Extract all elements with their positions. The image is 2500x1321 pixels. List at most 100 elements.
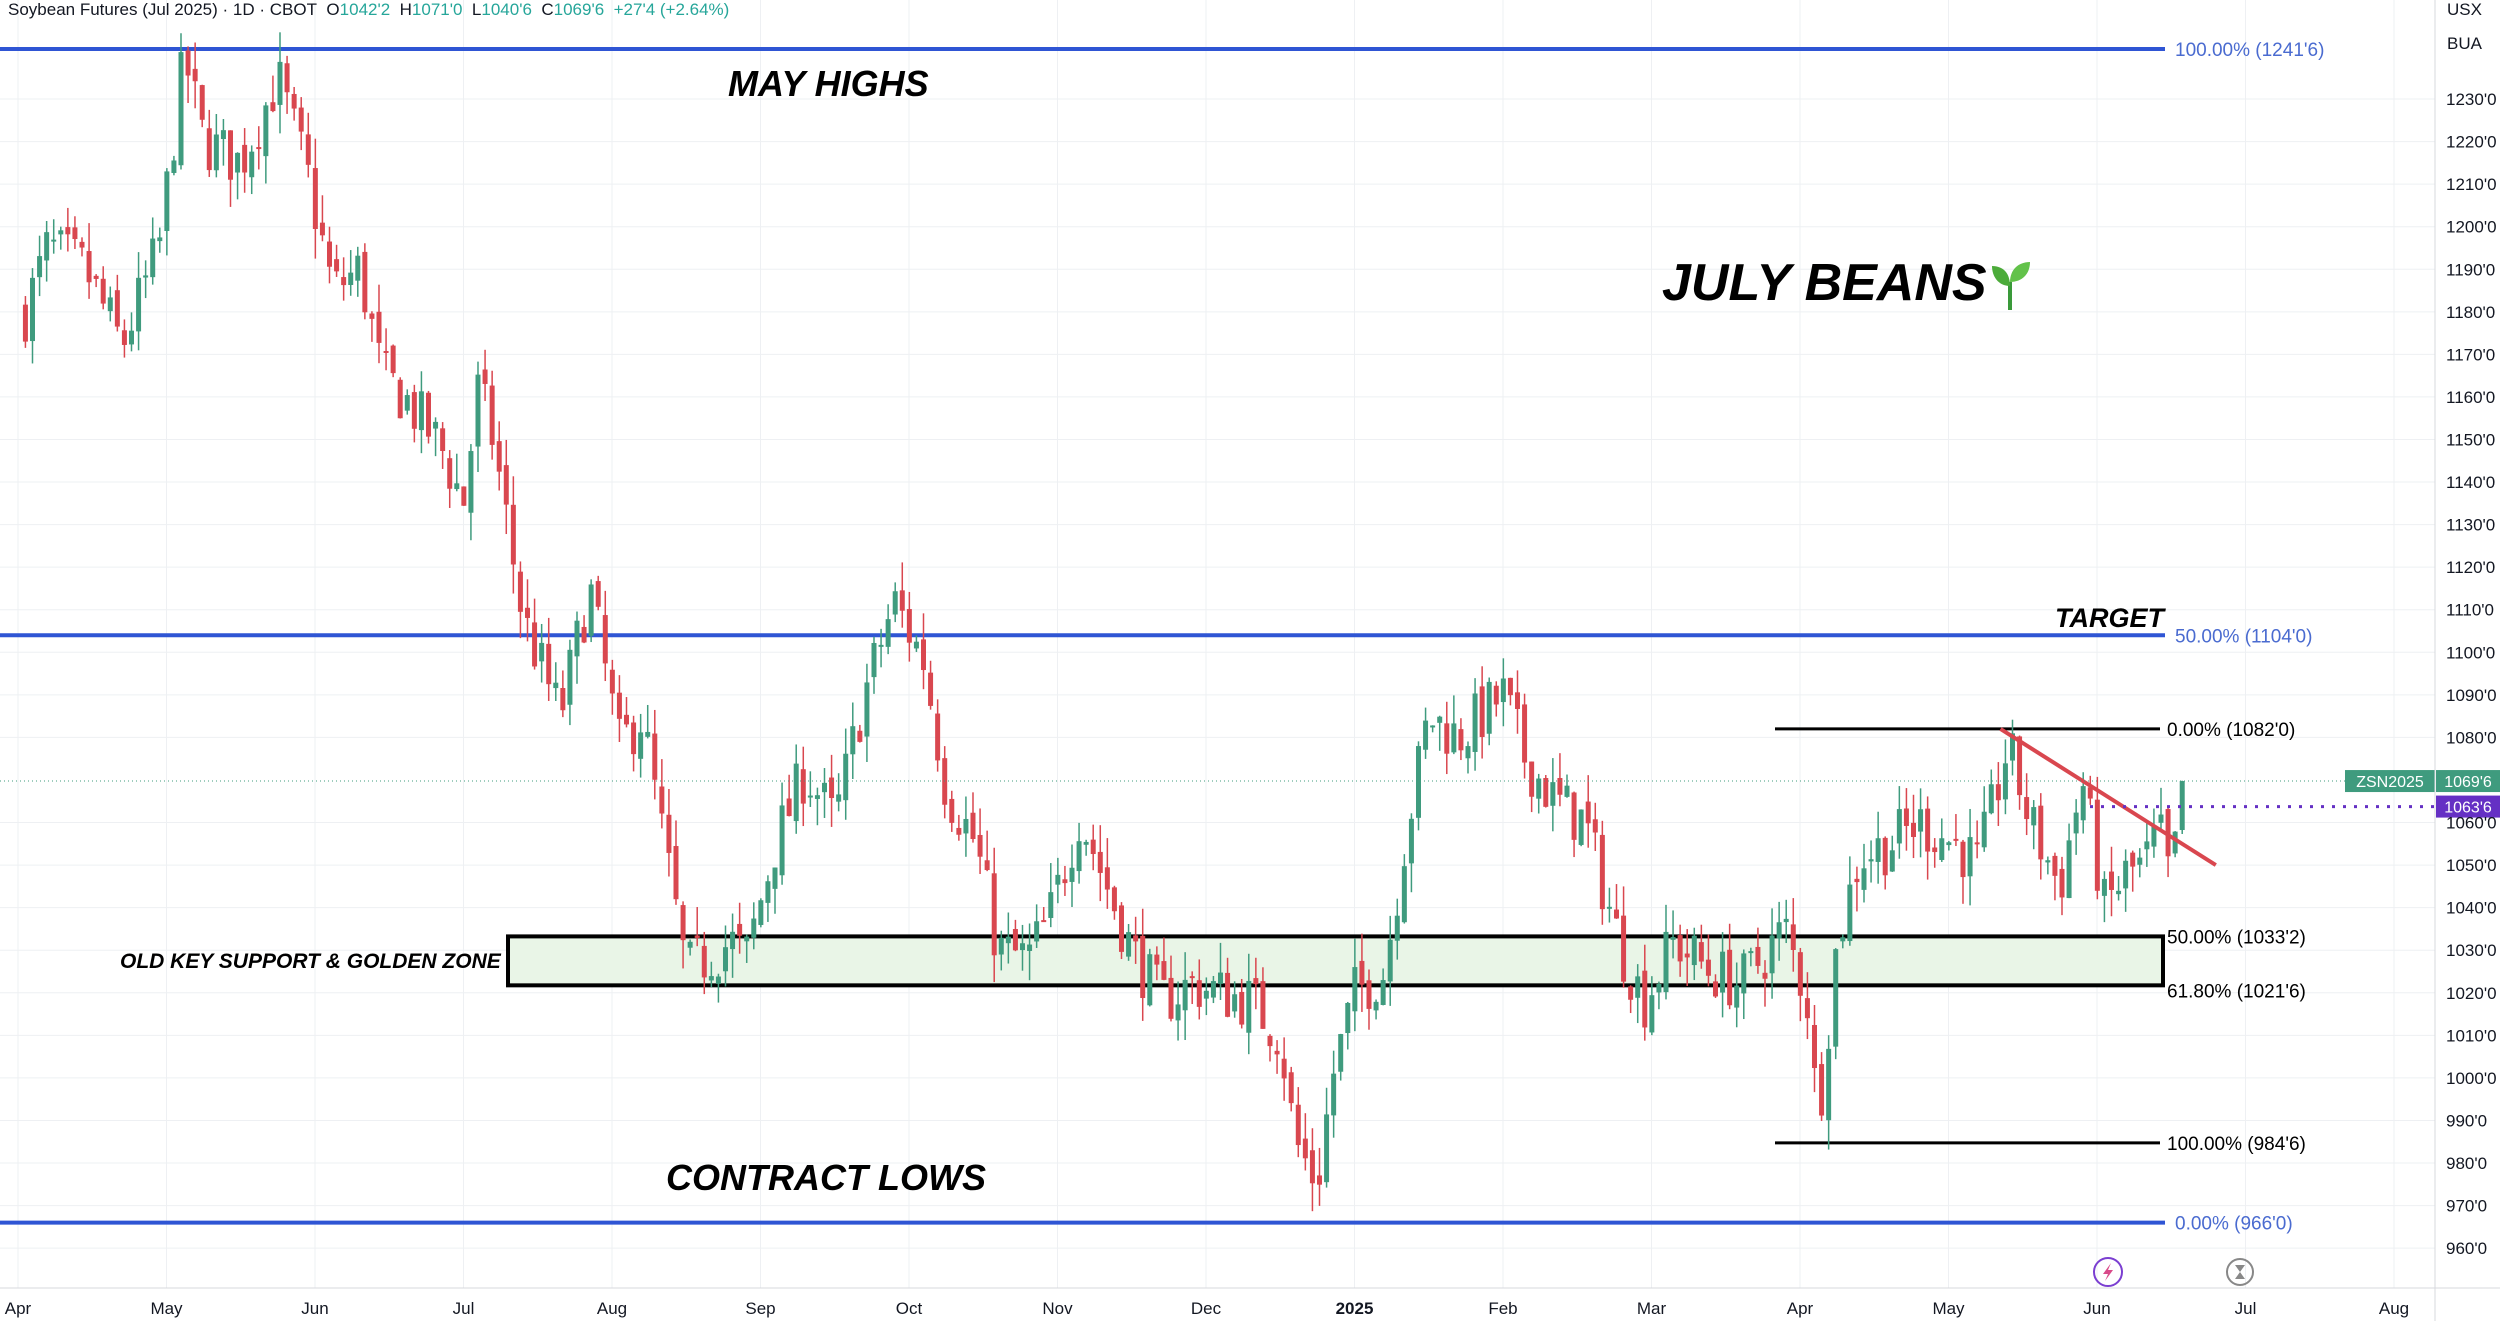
x-tick-label: 2025 xyxy=(1336,1299,1374,1318)
candle-body xyxy=(263,105,269,157)
candle-body xyxy=(1557,778,1563,795)
candle-body xyxy=(1189,976,1195,979)
candle-body xyxy=(1196,980,1202,1007)
candle-body xyxy=(1670,937,1676,940)
candle-body xyxy=(807,795,813,798)
trendline xyxy=(1999,727,2217,867)
candle-body xyxy=(1635,976,1641,998)
candle-body xyxy=(1239,991,1245,1025)
candle-body xyxy=(22,304,28,342)
candle-body xyxy=(602,615,608,664)
candle-body xyxy=(1401,866,1407,923)
candle-body xyxy=(2066,840,2072,899)
candle-body xyxy=(588,584,594,636)
y-tick-label: 980'0 xyxy=(2446,1154,2487,1173)
candle-body xyxy=(1592,819,1598,833)
candle-body xyxy=(1366,980,1372,1009)
y-tick-label: 1120'0 xyxy=(2446,558,2495,577)
candle-body xyxy=(107,297,113,312)
candle-body xyxy=(1734,985,1740,1008)
y-tick-label: 1100'0 xyxy=(2446,643,2495,662)
candle-body xyxy=(355,255,361,281)
lightning-icon[interactable] xyxy=(2093,1257,2123,1287)
candle-body xyxy=(44,232,50,261)
candle-body xyxy=(128,330,134,345)
candle-body xyxy=(2038,805,2044,860)
y-tick-label: 1130'0 xyxy=(2446,516,2495,535)
candle-body xyxy=(235,152,241,173)
candle-body xyxy=(1055,874,1061,885)
blue-level-label: 50.00% (1104'0) xyxy=(2175,626,2312,647)
candle-body xyxy=(1896,809,1902,844)
candle-body xyxy=(1472,693,1478,752)
candle-body xyxy=(1140,935,1146,999)
x-tick-label: Aug xyxy=(597,1299,627,1318)
currency-label: USX xyxy=(2447,0,2482,19)
candle-body xyxy=(871,642,877,678)
candle-body xyxy=(751,918,757,938)
candle-body xyxy=(829,777,835,799)
candle-body xyxy=(638,732,644,759)
candle-body xyxy=(1564,785,1570,797)
candle-body xyxy=(772,867,778,889)
candle-body xyxy=(1005,936,1011,944)
y-tick-label: 1000'0 xyxy=(2446,1069,2497,1088)
candle-body xyxy=(920,639,926,671)
candle-body xyxy=(1345,1002,1351,1034)
candle-body xyxy=(814,795,820,799)
y-tick-label: 1200'0 xyxy=(2446,218,2497,237)
candle-body xyxy=(2080,786,2086,821)
candle-body xyxy=(1578,809,1584,845)
candle-body xyxy=(2172,831,2178,854)
candle-body xyxy=(687,941,693,948)
candle-body xyxy=(1925,808,1931,852)
candle-body xyxy=(1811,1025,1817,1069)
candle-body xyxy=(2123,860,2129,889)
candle-body xyxy=(1069,867,1075,882)
candle-body xyxy=(857,730,863,742)
candle-body xyxy=(1281,1058,1287,1079)
candle-body xyxy=(1861,868,1867,890)
y-tick-label: 1160'0 xyxy=(2446,388,2495,407)
candle-body xyxy=(1882,837,1888,876)
candle-body xyxy=(1571,792,1577,840)
candle-body xyxy=(1097,851,1103,873)
overlays: ZSN2025 1069'6 1063'6 xyxy=(0,727,2500,867)
candle-body xyxy=(1034,921,1040,942)
candle-body xyxy=(574,620,580,657)
golden-zone-rect xyxy=(506,934,2165,988)
unit-label[interactable]: BUA xyxy=(2447,34,2482,53)
annotations: MAY HIGHS JULY BEANS TARGET CONTRACT LOW… xyxy=(120,63,2166,1198)
x-tick-label: May xyxy=(150,1299,183,1318)
golden-zone xyxy=(506,934,2165,988)
candle-body xyxy=(29,277,35,342)
candle-body xyxy=(1960,841,1966,878)
candle-body xyxy=(758,900,764,925)
annotation-target: TARGET xyxy=(2055,603,2166,633)
candle-body xyxy=(1621,915,1627,982)
candle-body xyxy=(836,794,842,802)
candle-body xyxy=(1826,1048,1832,1121)
y-tick-label: 970'0 xyxy=(2446,1197,2487,1216)
hourglass-icon[interactable] xyxy=(2226,1258,2254,1286)
candle-body xyxy=(1804,998,1810,1019)
candle-body xyxy=(1182,979,1188,1011)
candle-body xyxy=(1684,953,1690,958)
change-value: +27'4 (+2.64%) xyxy=(613,0,730,19)
candle-body xyxy=(708,976,714,981)
symbol-legend: Soybean Futures (Jul 2025) · 1D · CBOT O… xyxy=(8,0,729,20)
candle-body xyxy=(1988,784,1994,814)
candle-body xyxy=(143,275,149,278)
candle-body xyxy=(1232,994,1238,1012)
candle-body xyxy=(793,763,799,822)
candle-body xyxy=(192,68,198,82)
candle-body xyxy=(1352,967,1358,1012)
candle-body xyxy=(2024,797,2030,820)
candle-body xyxy=(1493,685,1499,705)
candle-body xyxy=(567,649,573,705)
candle-body xyxy=(1585,801,1591,824)
candle-body xyxy=(2009,733,2015,761)
candle-body xyxy=(334,259,340,272)
candle-body xyxy=(185,50,191,76)
